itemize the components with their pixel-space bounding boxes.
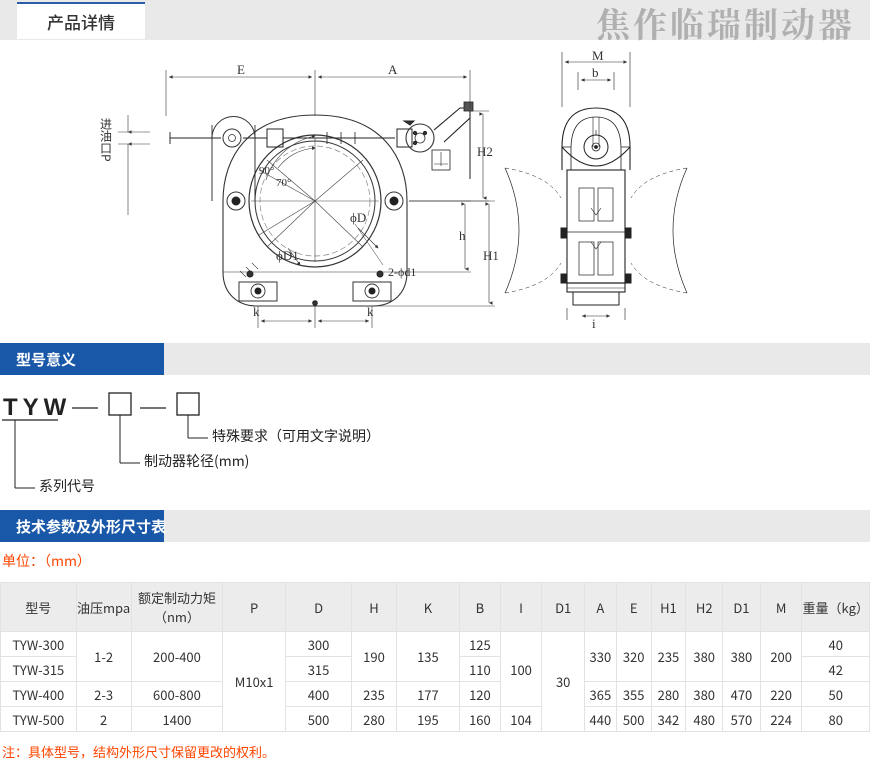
svg-text:A: A [388, 62, 398, 77]
svg-text:90°: 90° [259, 165, 274, 177]
svg-text:制动器轮径(mm): 制动器轮径(mm) [144, 451, 249, 471]
svg-text:M: M [592, 50, 604, 63]
svg-text:ϕD: ϕD [350, 210, 366, 225]
svg-text:70°: 70° [276, 177, 291, 189]
svg-text:k: k [367, 304, 374, 319]
svg-text:H2: H2 [477, 144, 493, 159]
svg-text:h: h [459, 228, 466, 243]
svg-text:H1: H1 [483, 248, 499, 263]
svg-text:i: i [592, 316, 596, 330]
svg-text:特殊要求（可用文字说明）: 特殊要求（可用文字说明） [212, 426, 380, 446]
svg-text:2-ϕd1: 2-ϕd1 [388, 265, 416, 279]
svg-text:b: b [592, 65, 599, 80]
svg-text:k: k [253, 304, 260, 319]
svg-text:ϕD1: ϕD1 [276, 248, 299, 263]
svg-text:E: E [237, 62, 245, 77]
svg-text:系列代号: 系列代号 [39, 476, 95, 496]
svg-text:进油口P: 进油口P [98, 118, 115, 162]
svg-text:TYW: TYW [3, 394, 71, 421]
